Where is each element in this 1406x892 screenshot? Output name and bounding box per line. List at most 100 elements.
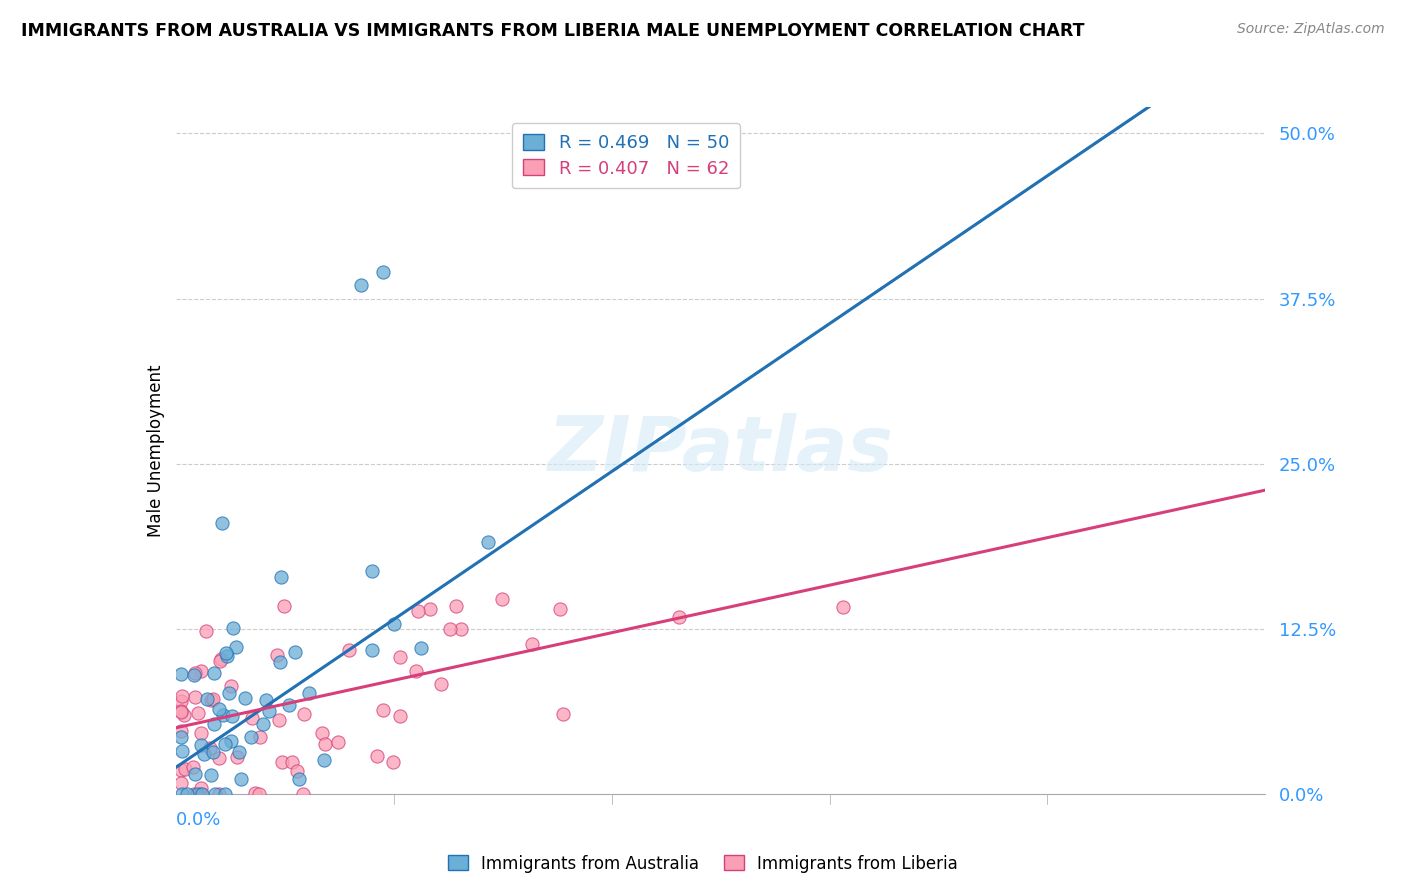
- Point: [208, 654, 231, 668]
- Point: [200, 767, 222, 781]
- Point: [190, 664, 212, 678]
- Point: [273, 599, 295, 613]
- Point: [553, 706, 575, 721]
- Legend: Immigrants from Australia, Immigrants from Liberia: Immigrants from Australia, Immigrants fr…: [441, 848, 965, 880]
- Point: [191, 787, 214, 801]
- Point: [183, 668, 205, 682]
- Point: [285, 764, 308, 779]
- Point: [170, 705, 193, 719]
- Point: [266, 648, 288, 663]
- Point: [252, 717, 274, 731]
- Point: [219, 679, 242, 693]
- Point: [328, 735, 350, 749]
- Point: [215, 646, 238, 660]
- Point: [254, 693, 277, 707]
- Point: [170, 744, 193, 758]
- Point: [239, 730, 262, 744]
- Point: [200, 741, 222, 756]
- Point: [360, 643, 382, 657]
- Point: [190, 738, 212, 752]
- Point: [209, 652, 232, 666]
- Point: [190, 725, 212, 739]
- Point: [269, 713, 291, 727]
- Point: [311, 726, 333, 740]
- Point: [170, 776, 193, 790]
- Point: [292, 787, 315, 801]
- Point: [361, 564, 384, 578]
- Point: [170, 730, 193, 744]
- Point: [212, 708, 235, 723]
- Point: [314, 754, 336, 768]
- Point: [200, 693, 222, 707]
- Point: [281, 755, 304, 769]
- Text: Source: ZipAtlas.com: Source: ZipAtlas.com: [1237, 22, 1385, 37]
- Point: [170, 694, 193, 708]
- Point: [446, 599, 468, 614]
- Point: [292, 706, 315, 721]
- Point: [172, 787, 194, 801]
- Point: [219, 734, 242, 748]
- Point: [202, 666, 225, 681]
- Point: [214, 787, 236, 801]
- Point: [520, 637, 543, 651]
- Point: [208, 787, 231, 801]
- Point: [314, 738, 336, 752]
- Point: [190, 780, 212, 795]
- Point: [298, 686, 321, 700]
- Point: [371, 265, 394, 279]
- Point: [211, 516, 233, 530]
- Point: [195, 692, 218, 706]
- Point: [288, 772, 311, 786]
- Point: [270, 570, 292, 584]
- Point: [201, 745, 224, 759]
- Point: [184, 766, 207, 780]
- Legend: R = 0.469   N = 50, R = 0.407   N = 62: R = 0.469 N = 50, R = 0.407 N = 62: [512, 123, 740, 188]
- Point: [271, 755, 294, 769]
- Text: 0.0%: 0.0%: [176, 811, 221, 829]
- Point: [225, 750, 247, 764]
- Point: [187, 706, 209, 720]
- Point: [221, 708, 243, 723]
- Point: [170, 763, 193, 777]
- Point: [170, 667, 193, 681]
- Point: [491, 591, 513, 606]
- Point: [257, 705, 280, 719]
- Point: [183, 787, 205, 801]
- Point: [406, 604, 429, 618]
- Point: [170, 704, 193, 718]
- Point: [170, 689, 193, 703]
- Point: [181, 760, 204, 774]
- Point: [221, 621, 243, 635]
- Point: [477, 534, 499, 549]
- Point: [668, 610, 690, 624]
- Y-axis label: Male Unemployment: Male Unemployment: [146, 364, 165, 537]
- Text: IMMIGRANTS FROM AUSTRALIA VS IMMIGRANTS FROM LIBERIA MALE UNEMPLOYMENT CORRELATI: IMMIGRANTS FROM AUSTRALIA VS IMMIGRANTS …: [21, 22, 1084, 40]
- Point: [194, 624, 217, 638]
- Point: [373, 703, 395, 717]
- Point: [429, 677, 451, 691]
- Point: [389, 650, 412, 665]
- Point: [202, 717, 225, 731]
- Point: [249, 730, 271, 744]
- Point: [184, 665, 207, 680]
- Point: [228, 745, 250, 759]
- Point: [225, 640, 247, 655]
- Point: [173, 762, 195, 776]
- Point: [202, 692, 225, 706]
- Point: [170, 724, 193, 739]
- Point: [193, 747, 215, 761]
- Point: [409, 641, 432, 656]
- Point: [269, 655, 291, 669]
- Point: [173, 708, 195, 723]
- Point: [208, 702, 231, 716]
- Text: ZIPatlas: ZIPatlas: [547, 414, 894, 487]
- Point: [350, 278, 373, 293]
- Point: [550, 601, 572, 615]
- Point: [405, 664, 427, 678]
- Point: [389, 708, 412, 723]
- Point: [243, 786, 266, 800]
- Point: [233, 691, 256, 706]
- Point: [186, 787, 208, 801]
- Point: [439, 623, 461, 637]
- Point: [229, 772, 252, 786]
